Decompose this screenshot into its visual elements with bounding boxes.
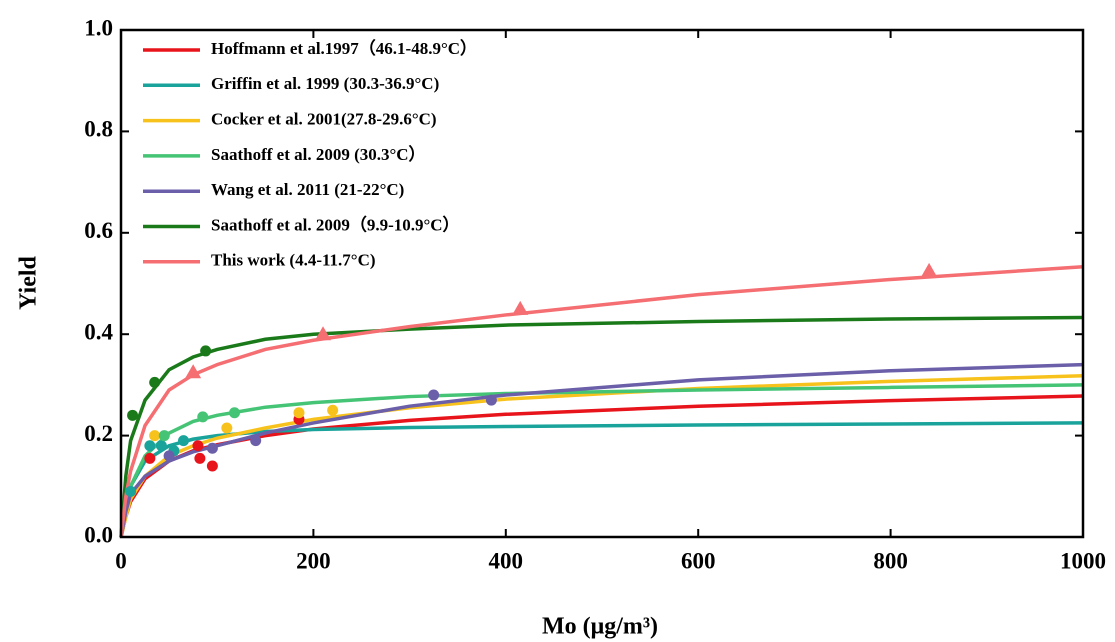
data-point — [125, 485, 137, 497]
y-tick-label: 1.0 — [84, 15, 113, 40]
data-point — [149, 430, 161, 442]
x-axis-label: Mo (μg/m³) — [542, 614, 658, 640]
data-point — [250, 435, 262, 447]
data-point — [485, 394, 497, 406]
legend-label: Griffin et al. 1999 (30.3-36.9°C) — [211, 74, 439, 93]
data-point — [144, 452, 156, 464]
legend-label: Cocker et al. 2001(27.8-29.6°C) — [211, 110, 437, 129]
x-tick-label: 400 — [489, 548, 524, 573]
y-tick-label: 0.2 — [84, 421, 113, 446]
data-point — [206, 442, 218, 454]
data-point — [197, 411, 209, 423]
data-point — [158, 430, 170, 442]
legend-label: This work (4.4-11.7°C) — [211, 251, 376, 270]
data-point — [127, 409, 139, 421]
x-tick-label: 800 — [873, 548, 908, 573]
y-tick-label: 0.0 — [84, 522, 113, 547]
legend-label: Saathoff et al. 2009 (30.3°C） — [211, 144, 426, 164]
data-point — [512, 300, 529, 315]
data-point — [144, 440, 156, 452]
data-point — [149, 376, 161, 388]
plot-frame — [119, 28, 1085, 539]
x-tick-label: 600 — [681, 548, 716, 573]
data-point — [155, 440, 167, 452]
data-point — [178, 435, 190, 447]
data-point — [315, 326, 332, 341]
curve — [119, 421, 1084, 538]
data-point — [194, 452, 206, 464]
curve — [119, 315, 1084, 538]
y-tick-label: 0.4 — [84, 319, 113, 344]
data-point — [293, 407, 305, 419]
data-point — [327, 404, 339, 416]
data-point — [921, 262, 938, 277]
data-point — [428, 389, 440, 401]
legend-label: Hoffmann et al.1997（46.1-48.9°C） — [211, 38, 477, 58]
curve — [119, 394, 1084, 538]
x-tick-label: 1000 — [1060, 548, 1106, 573]
y-tick-label: 0.6 — [84, 218, 113, 243]
y-tick-label: 0.8 — [84, 117, 113, 142]
legend-label: Wang et al. 2011 (21-22°C) — [211, 180, 404, 199]
y-axis-label: Yield — [16, 255, 42, 309]
x-tick-label: 0 — [115, 548, 127, 573]
data-point — [221, 422, 233, 434]
data-point — [206, 460, 218, 472]
x-tick-label: 200 — [296, 548, 331, 573]
data-point — [163, 450, 175, 462]
data-point — [185, 364, 202, 379]
curve — [119, 383, 1084, 538]
curve — [119, 265, 1084, 538]
legend-label: Saathoff et al. 2009（9.9-10.9°C） — [211, 214, 460, 234]
data-point — [192, 440, 204, 452]
data-point — [200, 345, 212, 357]
data-point — [229, 407, 241, 419]
